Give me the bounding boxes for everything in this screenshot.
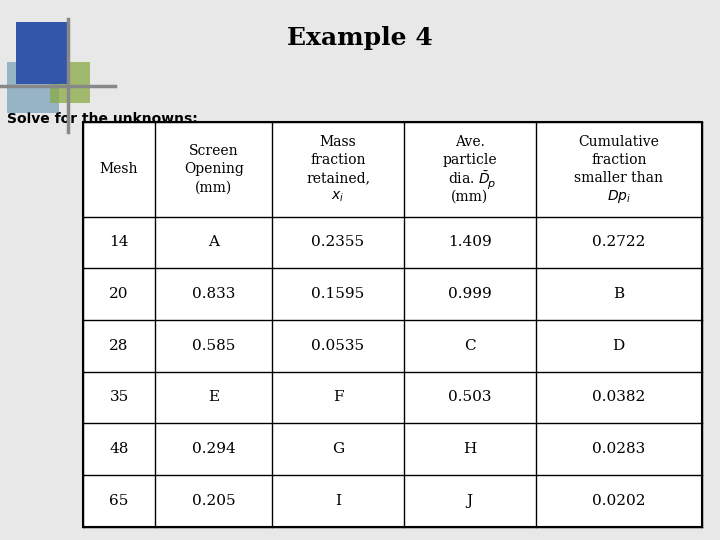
- Text: 0.0382: 0.0382: [592, 390, 645, 404]
- Text: H: H: [463, 442, 477, 456]
- Text: 28: 28: [109, 339, 129, 353]
- Text: 0.0283: 0.0283: [592, 442, 645, 456]
- Text: C: C: [464, 339, 475, 353]
- Text: 20: 20: [109, 287, 129, 301]
- Text: Screen: Screen: [189, 144, 238, 158]
- Text: 0.2355: 0.2355: [312, 235, 364, 249]
- Text: Mesh: Mesh: [100, 162, 138, 176]
- Text: retained,: retained,: [306, 171, 370, 185]
- Text: E: E: [208, 390, 220, 404]
- Text: Mass: Mass: [320, 134, 356, 149]
- Text: Ave.: Ave.: [455, 134, 485, 149]
- Text: $x_i$: $x_i$: [331, 190, 345, 204]
- Text: 65: 65: [109, 494, 129, 508]
- Text: 0.0535: 0.0535: [312, 339, 364, 353]
- Text: $Dp_i$: $Dp_i$: [607, 188, 631, 205]
- Text: 0.585: 0.585: [192, 339, 235, 353]
- Text: 48: 48: [109, 442, 129, 456]
- Text: particle: particle: [442, 153, 497, 167]
- Text: Example 4: Example 4: [287, 26, 433, 50]
- Text: 0.503: 0.503: [448, 390, 492, 404]
- Text: G: G: [332, 442, 344, 456]
- Text: 35: 35: [109, 390, 129, 404]
- Text: I: I: [335, 494, 341, 508]
- Text: 0.294: 0.294: [192, 442, 235, 456]
- Text: D: D: [613, 339, 625, 353]
- Text: Cumulative: Cumulative: [578, 134, 660, 149]
- Text: Solve for the unknowns:: Solve for the unknowns:: [7, 112, 198, 126]
- Text: 0.2722: 0.2722: [592, 235, 645, 249]
- Text: fraction: fraction: [310, 153, 366, 167]
- Text: (mm): (mm): [195, 180, 233, 194]
- Text: J: J: [467, 494, 473, 508]
- Text: $p$: $p$: [487, 179, 495, 191]
- Text: A: A: [208, 235, 220, 249]
- Text: 0.833: 0.833: [192, 287, 235, 301]
- Text: 0.205: 0.205: [192, 494, 235, 508]
- Text: B: B: [613, 287, 624, 301]
- Text: 1.409: 1.409: [448, 235, 492, 249]
- Text: 0.1595: 0.1595: [312, 287, 364, 301]
- Text: 0.999: 0.999: [448, 287, 492, 301]
- Text: F: F: [333, 390, 343, 404]
- Text: 0.0202: 0.0202: [592, 494, 646, 508]
- Text: (mm): (mm): [451, 190, 488, 204]
- Text: 14: 14: [109, 235, 129, 249]
- Text: dia. $\bar{D}$: dia. $\bar{D}$: [449, 170, 491, 187]
- Text: fraction: fraction: [591, 153, 647, 167]
- Text: Opening: Opening: [184, 162, 243, 176]
- Text: smaller than: smaller than: [575, 171, 663, 185]
